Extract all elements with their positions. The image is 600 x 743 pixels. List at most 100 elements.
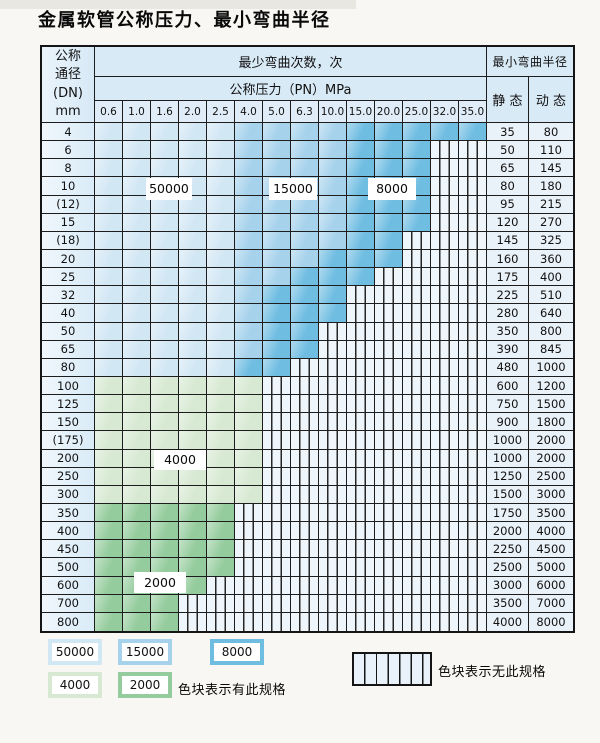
spec-cell — [123, 376, 151, 396]
legend-swatch-label: 15000 — [122, 643, 168, 661]
static-radius-cell: 1000 — [487, 431, 529, 450]
spec-cell — [263, 286, 291, 305]
spec-cell — [375, 159, 403, 178]
spec-cell — [347, 376, 375, 396]
spec-cell — [151, 376, 179, 396]
spec-cell — [375, 322, 403, 341]
spec-cell — [403, 522, 431, 541]
nominal-pressure-header: 公称压力（PN）MPa — [95, 77, 487, 101]
spec-cell — [235, 249, 263, 269]
spec-cell — [291, 213, 319, 232]
dn-column-header: 公称 通径 (DN) mm — [42, 47, 95, 123]
spec-cell — [319, 467, 347, 486]
spec-cell — [263, 503, 291, 523]
spec-cell — [179, 467, 207, 486]
pressure-col-header: 35.0 — [459, 101, 487, 123]
static-radius-cell: 4000 — [487, 612, 529, 631]
dn-cell: (18) — [42, 231, 95, 250]
spec-cell — [179, 141, 207, 160]
spec-cell — [319, 304, 347, 323]
spec-cell — [235, 340, 263, 359]
legend-swatch-15000: 15000 — [118, 639, 172, 665]
spec-cell — [235, 123, 263, 142]
static-radius-cell: 120 — [487, 213, 529, 232]
spec-cell — [347, 467, 375, 486]
spec-cell — [431, 195, 459, 214]
dynamic-radius-cell: 5000 — [529, 558, 573, 577]
spec-cell — [179, 286, 207, 305]
spec-cell — [179, 503, 207, 523]
pressure-col-header: 2.5 — [207, 101, 235, 123]
spec-cell — [291, 159, 319, 178]
spec-cell — [291, 449, 319, 468]
spec-cell — [263, 594, 291, 613]
dynamic-radius-cell: 270 — [529, 213, 573, 232]
spec-cell — [207, 123, 235, 142]
spec-cell — [403, 413, 431, 432]
spec-cell — [403, 558, 431, 577]
dn-cell: 500 — [42, 558, 95, 577]
spec-cell — [375, 540, 403, 559]
spec-cell — [263, 522, 291, 541]
spec-cell — [235, 231, 263, 250]
spec-cell — [151, 304, 179, 323]
spec-cell — [151, 286, 179, 305]
spec-cell — [431, 376, 459, 396]
spec-cell — [123, 413, 151, 432]
spec-cell — [347, 503, 375, 523]
legend-swatch-label: 2000 — [122, 676, 168, 694]
spec-cell — [207, 322, 235, 341]
spec-cell — [263, 159, 291, 178]
spec-cell — [375, 358, 403, 377]
dynamic-radius-cell: 80 — [529, 123, 573, 142]
spec-cell — [263, 576, 291, 595]
dn-cell: 200 — [42, 449, 95, 468]
legend-has-spec-text: 色块表示有此规格 — [178, 683, 287, 698]
spec-cell — [291, 376, 319, 396]
spec-cell — [207, 177, 235, 196]
spec-cell — [319, 540, 347, 559]
spec-cell — [431, 431, 459, 450]
spec-cell — [235, 522, 263, 541]
spec-cell — [459, 340, 487, 359]
spec-cell — [403, 268, 431, 287]
spec-cell — [235, 612, 263, 631]
spec-cell — [375, 231, 403, 250]
spec-cell — [95, 522, 123, 541]
static-radius-header: 静 态 — [487, 77, 529, 123]
pressure-col-header: 25.0 — [403, 101, 431, 123]
spec-cell — [319, 340, 347, 359]
dynamic-radius-cell: 3000 — [529, 485, 573, 504]
spec-cell — [403, 358, 431, 377]
dynamic-radius-cell: 215 — [529, 195, 573, 214]
spec-cell — [431, 286, 459, 305]
spec-cell — [207, 395, 235, 414]
spec-cell — [403, 195, 431, 214]
dynamic-radius-cell: 640 — [529, 304, 573, 323]
spec-cell — [291, 431, 319, 450]
spec-cell — [459, 286, 487, 305]
dn-cell: 700 — [42, 594, 95, 613]
spec-cell — [123, 395, 151, 414]
spec-cell — [347, 340, 375, 359]
spec-cell — [263, 376, 291, 396]
spec-cell — [291, 395, 319, 414]
spec-cell — [123, 358, 151, 377]
dn-cell: 20 — [42, 249, 95, 269]
spec-cell — [263, 485, 291, 504]
spec-cell — [431, 322, 459, 341]
spec-cell — [207, 249, 235, 269]
dynamic-radius-cell: 510 — [529, 286, 573, 305]
spec-cell — [123, 522, 151, 541]
spec-cell — [207, 413, 235, 432]
dynamic-radius-cell: 1000 — [529, 358, 573, 377]
spec-cell — [263, 540, 291, 559]
spec-cell — [179, 304, 207, 323]
spec-cell — [95, 594, 123, 613]
spec-cell — [95, 123, 123, 142]
dn-cell: 32 — [42, 286, 95, 305]
spec-cell — [291, 467, 319, 486]
spec-cell — [207, 431, 235, 450]
spec-cell — [291, 195, 319, 214]
spec-cell — [403, 141, 431, 160]
